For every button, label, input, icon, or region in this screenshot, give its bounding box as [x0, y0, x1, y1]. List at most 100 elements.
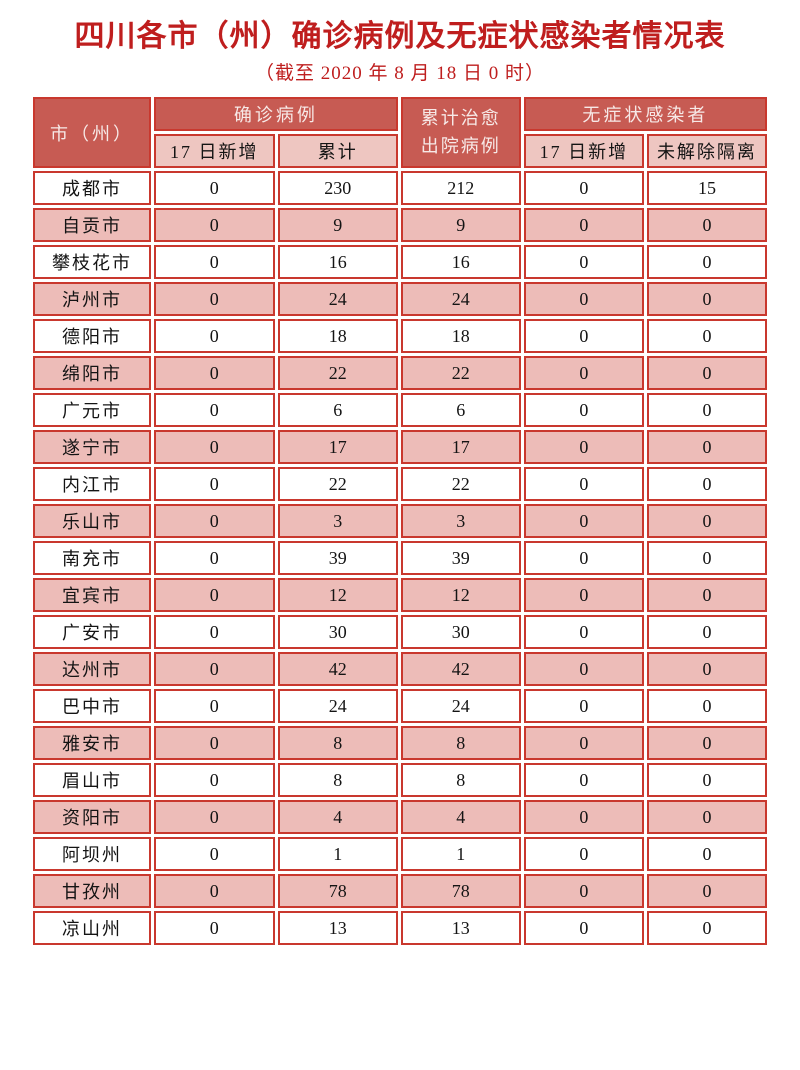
value-cell: 3	[400, 504, 521, 539]
value-cell: 30	[400, 615, 521, 650]
value-cell: 39	[400, 541, 521, 576]
value-cell: 24	[400, 282, 521, 317]
value-cell: 0	[523, 615, 644, 650]
value-cell: 0	[646, 652, 767, 687]
city-cell: 达州市	[33, 652, 151, 687]
value-cell: 0	[646, 763, 767, 798]
value-cell: 0	[153, 245, 275, 280]
table-row: 甘孜州 0 78 78 0 0	[33, 874, 767, 909]
value-cell: 18	[277, 319, 398, 354]
col-header-asymptomatic-quarantine: 未解除隔离	[646, 134, 767, 169]
value-cell: 0	[153, 356, 275, 391]
table-row: 眉山市 0 8 8 0 0	[33, 763, 767, 798]
header-row-subcolumns: 17 日新增 累计 17 日新增 未解除隔离	[33, 134, 767, 169]
value-cell: 24	[277, 689, 398, 724]
value-cell: 0	[153, 615, 275, 650]
city-cell: 乐山市	[33, 504, 151, 539]
value-cell: 0	[646, 282, 767, 317]
value-cell: 0	[646, 578, 767, 613]
value-cell: 0	[646, 319, 767, 354]
value-cell: 0	[153, 763, 275, 798]
value-cell: 13	[277, 911, 398, 946]
value-cell: 12	[277, 578, 398, 613]
value-cell: 9	[277, 208, 398, 243]
col-header-confirmed-new: 17 日新增	[153, 134, 275, 169]
city-cell: 南充市	[33, 541, 151, 576]
table-row: 遂宁市 0 17 17 0 0	[33, 430, 767, 465]
city-cell: 资阳市	[33, 800, 151, 835]
value-cell: 212	[400, 171, 521, 206]
city-cell: 广元市	[33, 393, 151, 428]
city-cell: 雅安市	[33, 726, 151, 761]
city-cell: 德阳市	[33, 319, 151, 354]
value-cell: 0	[153, 837, 275, 872]
city-cell: 眉山市	[33, 763, 151, 798]
value-cell: 0	[523, 726, 644, 761]
value-cell: 0	[153, 171, 275, 206]
city-cell: 攀枝花市	[33, 245, 151, 280]
city-cell: 遂宁市	[33, 430, 151, 465]
value-cell: 22	[277, 467, 398, 502]
value-cell: 0	[646, 726, 767, 761]
value-cell: 0	[646, 615, 767, 650]
value-cell: 18	[400, 319, 521, 354]
value-cell: 0	[523, 911, 644, 946]
value-cell: 0	[523, 467, 644, 502]
value-cell: 0	[646, 245, 767, 280]
city-cell: 绵阳市	[33, 356, 151, 391]
value-cell: 16	[400, 245, 521, 280]
value-cell: 0	[523, 504, 644, 539]
value-cell: 230	[277, 171, 398, 206]
table-row: 成都市 0 230 212 0 15	[33, 171, 767, 206]
table-row: 乐山市 0 3 3 0 0	[33, 504, 767, 539]
value-cell: 0	[153, 282, 275, 317]
value-cell: 0	[646, 430, 767, 465]
value-cell: 0	[153, 578, 275, 613]
value-cell: 0	[523, 430, 644, 465]
value-cell: 0	[153, 393, 275, 428]
table-row: 广安市 0 30 30 0 0	[33, 615, 767, 650]
value-cell: 0	[153, 800, 275, 835]
value-cell: 39	[277, 541, 398, 576]
city-cell: 自贡市	[33, 208, 151, 243]
value-cell: 16	[277, 245, 398, 280]
table-row: 巴中市 0 24 24 0 0	[33, 689, 767, 724]
value-cell: 0	[523, 837, 644, 872]
table-row: 绵阳市 0 22 22 0 0	[33, 356, 767, 391]
city-cell: 宜宾市	[33, 578, 151, 613]
col-header-confirmed-total: 累计	[277, 134, 398, 169]
table-row: 达州市 0 42 42 0 0	[33, 652, 767, 687]
value-cell: 0	[153, 652, 275, 687]
value-cell: 0	[523, 689, 644, 724]
value-cell: 0	[153, 319, 275, 354]
value-cell: 0	[646, 911, 767, 946]
value-cell: 8	[400, 726, 521, 761]
value-cell: 24	[400, 689, 521, 724]
city-cell: 巴中市	[33, 689, 151, 724]
value-cell: 22	[277, 356, 398, 391]
table-row: 攀枝花市 0 16 16 0 0	[33, 245, 767, 280]
table-body: 成都市 0 230 212 0 15 自贡市 0 9 9 0 0 攀枝花市 0 16 16 0 0 泸州市 0 24 24…	[33, 171, 767, 946]
col-header-city: 市（州）	[33, 97, 151, 169]
value-cell: 17	[277, 430, 398, 465]
value-cell: 0	[646, 800, 767, 835]
value-cell: 0	[646, 467, 767, 502]
table-row: 资阳市 0 4 4 0 0	[33, 800, 767, 835]
value-cell: 0	[523, 393, 644, 428]
page-subtitle: （截至 2020 年 8 月 18 日 0 时）	[254, 62, 545, 84]
city-cell: 甘孜州	[33, 874, 151, 909]
table-row: 自贡市 0 9 9 0 0	[33, 208, 767, 243]
col-header-cured-total: 累计治愈出院病例	[400, 97, 521, 169]
value-cell: 8	[277, 763, 398, 798]
value-cell: 0	[523, 282, 644, 317]
value-cell: 30	[277, 615, 398, 650]
value-cell: 1	[400, 837, 521, 872]
value-cell: 0	[153, 208, 275, 243]
value-cell: 42	[277, 652, 398, 687]
col-header-asymptomatic-new: 17 日新增	[523, 134, 644, 169]
value-cell: 9	[400, 208, 521, 243]
value-cell: 1	[277, 837, 398, 872]
value-cell: 0	[523, 800, 644, 835]
value-cell: 0	[523, 208, 644, 243]
value-cell: 0	[523, 874, 644, 909]
